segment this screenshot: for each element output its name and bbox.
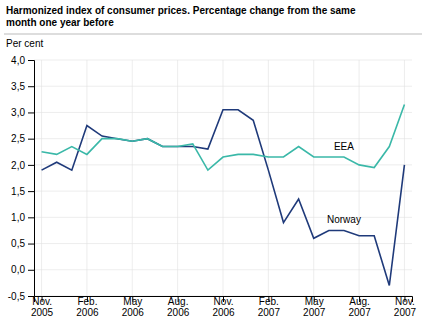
y-label: Per cent — [6, 38, 43, 49]
tick-mark — [28, 270, 34, 271]
tick-label: Feb.2006 — [76, 296, 99, 318]
series-label: EEA — [334, 141, 354, 152]
tick: 0,0 — [11, 264, 34, 275]
tick-mark — [28, 217, 34, 218]
tick: Aug.2007 — [348, 296, 371, 318]
plot: Nov.2005 Feb.2006 May2006 Aug.2006 Nov.2006 F… — [8, 55, 417, 318]
tick-label: 0,5 — [11, 238, 25, 249]
grid-line — [359, 60, 360, 296]
tick: 2,0 — [11, 160, 34, 171]
tick: 1,5 — [11, 186, 34, 197]
line — [42, 110, 405, 286]
tick-mark — [28, 139, 34, 140]
tick-label: Aug.2007 — [348, 296, 371, 318]
tick-label: 2,5 — [11, 133, 25, 144]
line — [42, 105, 405, 171]
tick: Nov.2005 — [31, 296, 54, 318]
chart: Harmonized index of consumer prices. Per… — [0, 0, 426, 330]
title: Harmonized index of consumer prices. Per… — [6, 5, 356, 28]
tick-label: May2007 — [303, 296, 326, 318]
tick-mark — [28, 112, 34, 113]
tick-label: 0,0 — [11, 264, 25, 275]
separator — [4, 34, 422, 35]
grid-line — [132, 60, 133, 296]
tick-mark — [28, 86, 34, 87]
grid-line — [404, 60, 405, 296]
tick: May2007 — [303, 296, 326, 318]
tick: Nov.2006 — [212, 296, 235, 318]
tick: 3,0 — [11, 107, 34, 118]
grid-line — [86, 60, 87, 296]
tick: -0,5 — [8, 291, 34, 302]
grid-line — [41, 60, 42, 296]
tick-label: Feb.2007 — [258, 296, 281, 318]
grid — [34, 60, 412, 296]
tick-mark — [28, 296, 34, 297]
x-axis: Nov.2005 Feb.2006 May2006 Aug.2006 Nov.2006 F… — [31, 296, 417, 318]
grid-line — [313, 60, 314, 296]
tick: 1,0 — [11, 212, 34, 223]
tick-mark — [28, 244, 34, 245]
tick-label: 3,0 — [11, 107, 25, 118]
grid-line — [268, 60, 269, 296]
tick: 4,0 — [11, 55, 34, 66]
series-label: Norway — [327, 214, 361, 225]
tick: 2,5 — [11, 133, 34, 144]
lines — [42, 105, 405, 286]
tick-label: Nov.2005 — [31, 296, 54, 318]
tick-label: 2,0 — [11, 160, 25, 171]
tick: Aug.2006 — [167, 296, 190, 318]
series-labels: Norway EEA — [327, 141, 361, 225]
tick: 3,5 — [11, 81, 34, 92]
tick: May2006 — [122, 296, 145, 318]
tick: Feb.2007 — [258, 296, 281, 318]
tick-label: 1,0 — [11, 212, 25, 223]
tick-label: Aug.2006 — [167, 296, 190, 318]
tick-label: 1,5 — [11, 186, 25, 197]
grid-line — [177, 60, 178, 296]
tick-mark — [28, 191, 34, 192]
tick: Feb.2006 — [76, 296, 99, 318]
tick-label: -0,5 — [8, 291, 26, 302]
tick-mark — [28, 60, 34, 61]
tick-label: Nov.2007 — [394, 296, 417, 318]
axis-line — [28, 61, 35, 297]
tick-label: 4,0 — [11, 55, 25, 66]
tick-label: 3,5 — [11, 81, 25, 92]
tick: 0,5 — [11, 238, 34, 249]
tick-label: Nov.2006 — [212, 296, 235, 318]
y-axis: -0,5 0,0 0,5 1,0 1,5 2,0 2,5 3,0 3,5 4,0 — [8, 55, 35, 302]
tick-label: May2006 — [122, 296, 145, 318]
grid-line — [223, 60, 224, 296]
tick: Nov.2007 — [394, 296, 417, 318]
tick-mark — [28, 165, 34, 166]
